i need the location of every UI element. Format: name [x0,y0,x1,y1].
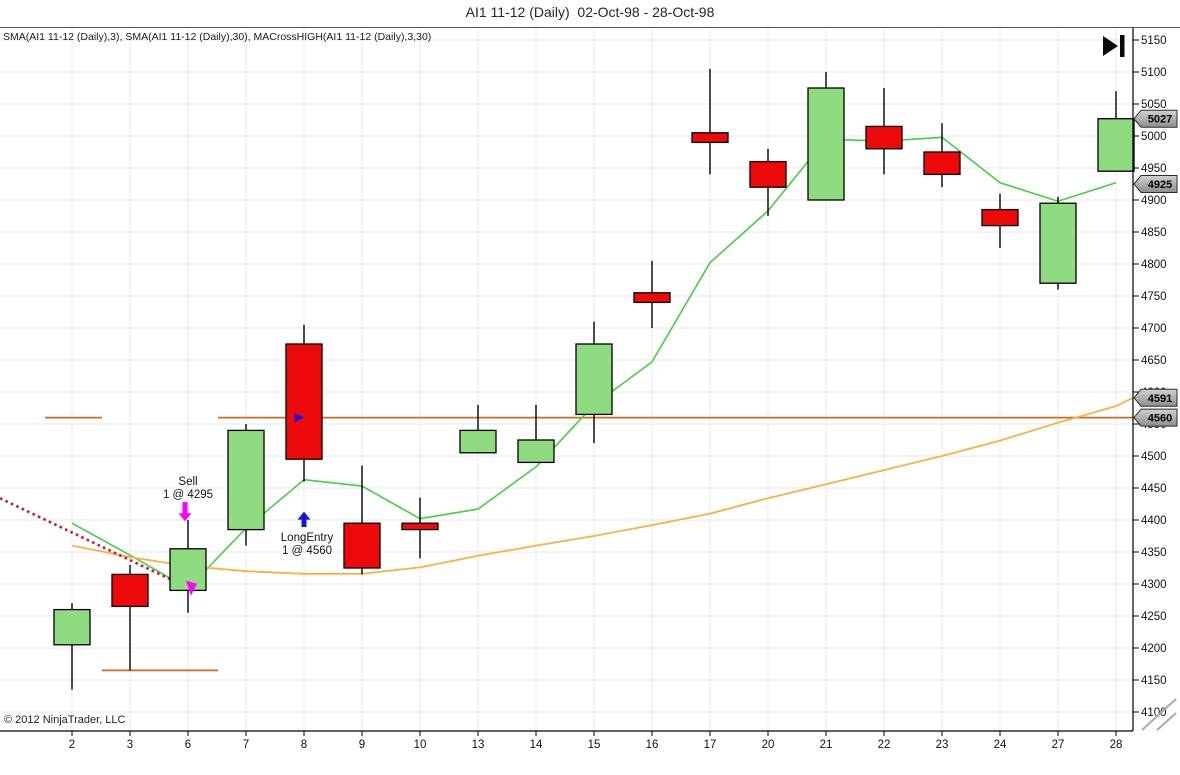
long-entry-marker-arrow [297,511,311,520]
title-separator [0,27,1180,28]
go-to-last-bar-button[interactable] [1101,33,1128,60]
price-tag-4560 [1133,408,1178,427]
price-tags: 5027 4925 4591 4560 [1133,109,1178,427]
signal-line-arrowhead [186,580,197,596]
sell-marker-label: Sell [178,476,197,488]
y-tick-label: 4650 [1141,355,1167,367]
long-entry-marker-label: LongEntry [281,532,334,544]
y-tick-label: 4900 [1141,195,1167,207]
y-tick-label: 4700 [1141,323,1167,335]
price-tag-value: 4925 [1148,179,1172,191]
candle-oct-24 [981,193,1019,248]
x-tick-label: 2 [69,739,75,751]
candles [53,68,1135,690]
sma30-line [71,396,1134,575]
copyright-label: © 2012 NinjaTrader, LLC [4,714,126,726]
candle-oct-14 [517,404,555,464]
chart-title: AI1 11-12 (Daily) 02-Oct-98 - 28-Oct-98 [465,4,715,20]
go-to-last-bar-icon [1103,35,1125,57]
y-tick-label: 4400 [1141,515,1167,527]
x-tick-label: 17 [704,739,717,751]
gridlines [0,28,1133,731]
x-tick-label: 23 [936,739,949,751]
long-entry-marker-label: 1 @ 4560 [282,545,332,557]
price-tag-value: 4560 [1148,413,1172,425]
signal-dotted-line [0,497,192,591]
candle-oct-23 [923,123,961,188]
candle-oct-13 [459,404,497,454]
candle-oct-3 [111,564,149,671]
y-tick-label: 4500 [1141,451,1167,463]
x-axis-time-scale[interactable]: 2 3 6 7 8 9 10 13 14 15 16 17 20 21 22 23 24 27 28 [0,730,1133,751]
price-tag-4925 [1133,175,1178,193]
candle-oct-22 [865,88,903,175]
sell-marker-arrow [178,513,192,522]
x-tick-label: 21 [820,739,833,751]
x-tick-label: 28 [1110,739,1123,751]
x-tick-label: 22 [878,739,891,751]
x-tick-label: 20 [762,739,775,751]
x-tick-label: 9 [359,739,365,751]
y-tick-label: 4100 [1141,707,1167,719]
price-tag-value: 5027 [1148,114,1172,126]
x-tick-label: 3 [127,739,133,751]
y-tick-label: 5150 [1141,35,1167,47]
signal-markers [186,413,305,596]
x-tick-label: 15 [588,739,601,751]
x-tick-label: 7 [243,739,249,751]
candle-oct-8 [285,324,323,482]
macross-high-line [45,416,1133,672]
indicator-label: SMA(AI1 11-12 (Daily),3), SMA(AI1 11-12 … [3,31,432,43]
candle-oct-9 [343,465,381,575]
y-tick-label: 5100 [1141,67,1167,79]
x-tick-label: 14 [530,739,543,751]
x-tick-label: 27 [1052,739,1065,751]
candle-oct-2 [53,603,91,690]
candle-oct-28 [1097,91,1135,172]
y-tick-label: 4150 [1141,675,1167,687]
x-tick-label: 10 [414,739,427,751]
candle-oct-21 [807,72,845,201]
price-tag-value: 4591 [1148,393,1172,405]
y-tick-label: 4750 [1141,291,1167,303]
candle-oct-16 [633,260,671,328]
sell-marker-label: 1 @ 4295 [163,489,213,501]
axis-corner-grip[interactable] [1141,698,1177,731]
candle-oct-6 [169,520,207,613]
x-tick-label: 8 [301,739,307,751]
x-tick-label: 16 [646,739,659,751]
candle-oct-15 [575,321,613,444]
candle-oct-27 [1039,196,1077,290]
x-tick-label: 13 [472,739,485,751]
x-tick-label: 6 [185,739,191,751]
y-axis-price-scale[interactable]: 5150 5100 5050 5000 4950 4900 4850 4800 4750 4700… [1132,28,1167,731]
candle-oct-10 [401,497,439,559]
y-tick-label: 4250 [1141,611,1167,623]
y-tick-label: 4450 [1141,483,1167,495]
y-tick-label: 4350 [1141,547,1167,559]
x-tick-label: 24 [994,739,1007,751]
y-tick-label: 4200 [1141,643,1167,655]
y-tick-label: 4850 [1141,227,1167,239]
y-tick-label: 4950 [1141,163,1167,175]
y-tick-label: 5000 [1141,131,1167,143]
price-tag-5027 [1133,109,1178,128]
price-tag-4591 [1133,388,1178,407]
candle-oct-7 [227,424,265,546]
y-tick-label: 4800 [1141,259,1167,271]
y-tick-label: 5050 [1141,99,1167,111]
y-tick-label: 4300 [1141,579,1167,591]
candle-oct-20 [749,148,787,216]
entry-price-arrow [294,413,305,423]
candle-oct-17 [691,68,729,175]
